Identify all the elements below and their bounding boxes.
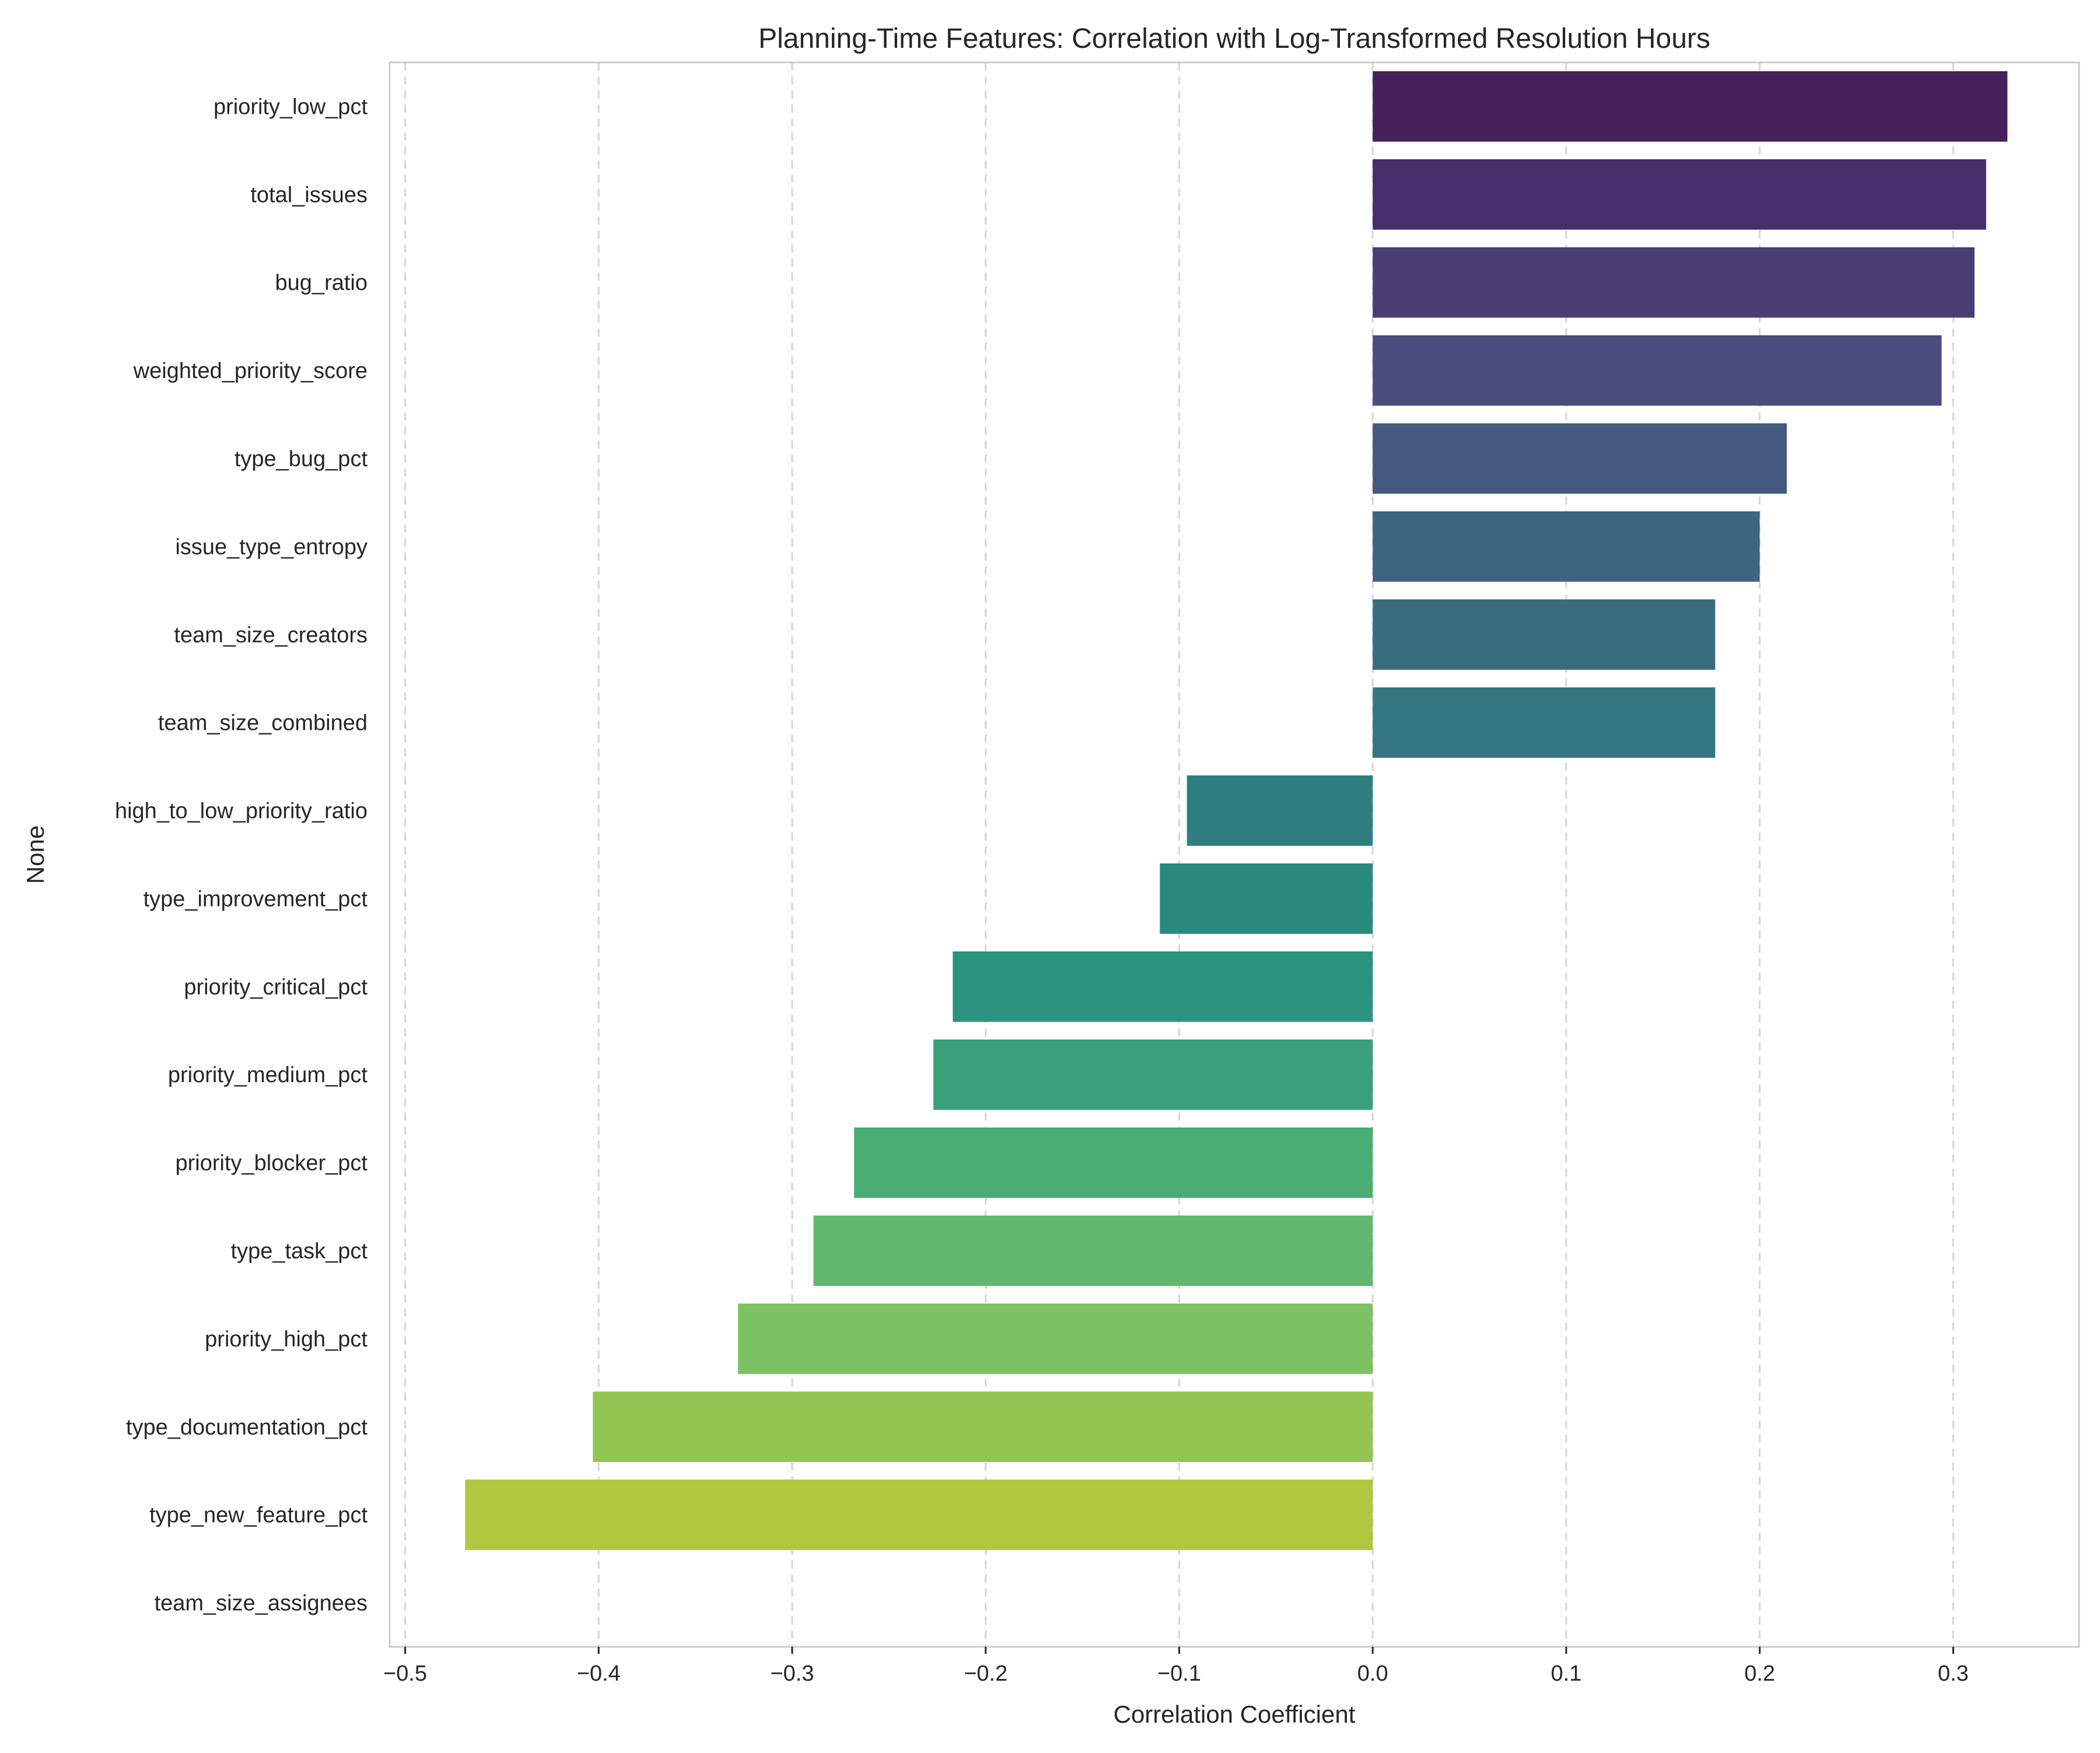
y-tick-label: bug_ratio [275,271,368,295]
bar-type-new-feature-pct [465,1479,1373,1551]
y-tick-label: type_improvement_pct [144,887,368,911]
y-tick-label: priority_high_pct [205,1327,368,1352]
bar-total-issues [1373,159,1986,230]
x-tick-label: −0.3 [770,1661,814,1686]
y-tick-label: team_size_creators [174,623,368,648]
x-tick-label: 0.1 [1551,1661,1582,1686]
bar-priority-medium-pct [933,1039,1373,1110]
bar-layer [465,71,2008,1551]
y-tick-label: priority_medium_pct [168,1063,368,1087]
bar-type-bug-pct [1373,423,1787,494]
bar-priority-high-pct [738,1303,1373,1374]
y-tick-label: type_new_feature_pct [149,1503,368,1528]
y-tick-label: weighted_priority_score [133,359,368,383]
bar-priority-low-pct [1373,71,2008,142]
bar-type-documentation-pct [593,1391,1373,1462]
bar-priority-critical-pct [953,951,1373,1022]
y-tick-label: priority_critical_pct [184,975,368,999]
bar-team-size-creators [1373,599,1716,670]
bar-priority-blocker-pct [854,1127,1373,1198]
y-tick-label: type_task_pct [231,1239,368,1264]
bar-type-improvement-pct [1160,863,1373,934]
bar-team-size-combined [1373,687,1716,758]
x-tick-layer: −0.5 −0.4 −0.3 −0.2 −0.1 0.0 0.1 0.2 0.3 [383,1647,1969,1686]
plot-frame [388,61,2080,1648]
chart-title: Planning-Time Features: Correlation with… [758,23,1710,54]
y-tick-label: issue_type_entropy [175,535,368,559]
grid-layer [404,62,1954,1647]
bar-high-to-low-priority-ratio [1186,775,1373,846]
y-axis-label: None [22,825,49,884]
x-tick-label: 0.3 [1938,1661,1969,1686]
x-tick-label: −0.5 [383,1661,427,1686]
x-tick-label: −0.1 [1157,1661,1201,1686]
x-tick-label: −0.4 [577,1661,621,1686]
x-tick-label: −0.2 [964,1661,1007,1686]
y-tick-label: team_size_assignees [155,1591,368,1616]
bar-bug-ratio [1373,247,1975,318]
x-tick-label: 0.2 [1744,1661,1775,1686]
y-tick-label: priority_low_pct [214,95,368,119]
y-tick-label: team_size_combined [158,711,368,736]
bar-weighted-priority-score [1373,335,1942,406]
y-tick-label: total_issues [250,183,368,207]
bar-issue-type-entropy [1373,511,1760,582]
x-axis-label: Correlation Coefficient [1114,1700,1356,1728]
y-tick-label: priority_blocker_pct [176,1151,368,1175]
y-tick-layer: priority_low_pct total_issues bug_ratiowei… [115,95,368,1615]
y-tick-label: type_bug_pct [235,447,368,471]
bar-type-task-pct [813,1215,1373,1286]
x-tick-label: 0.0 [1357,1661,1388,1686]
y-tick-label: type_documentation_pct [126,1415,368,1440]
y-tick-label: high_to_low_priority_ratio [115,799,368,824]
